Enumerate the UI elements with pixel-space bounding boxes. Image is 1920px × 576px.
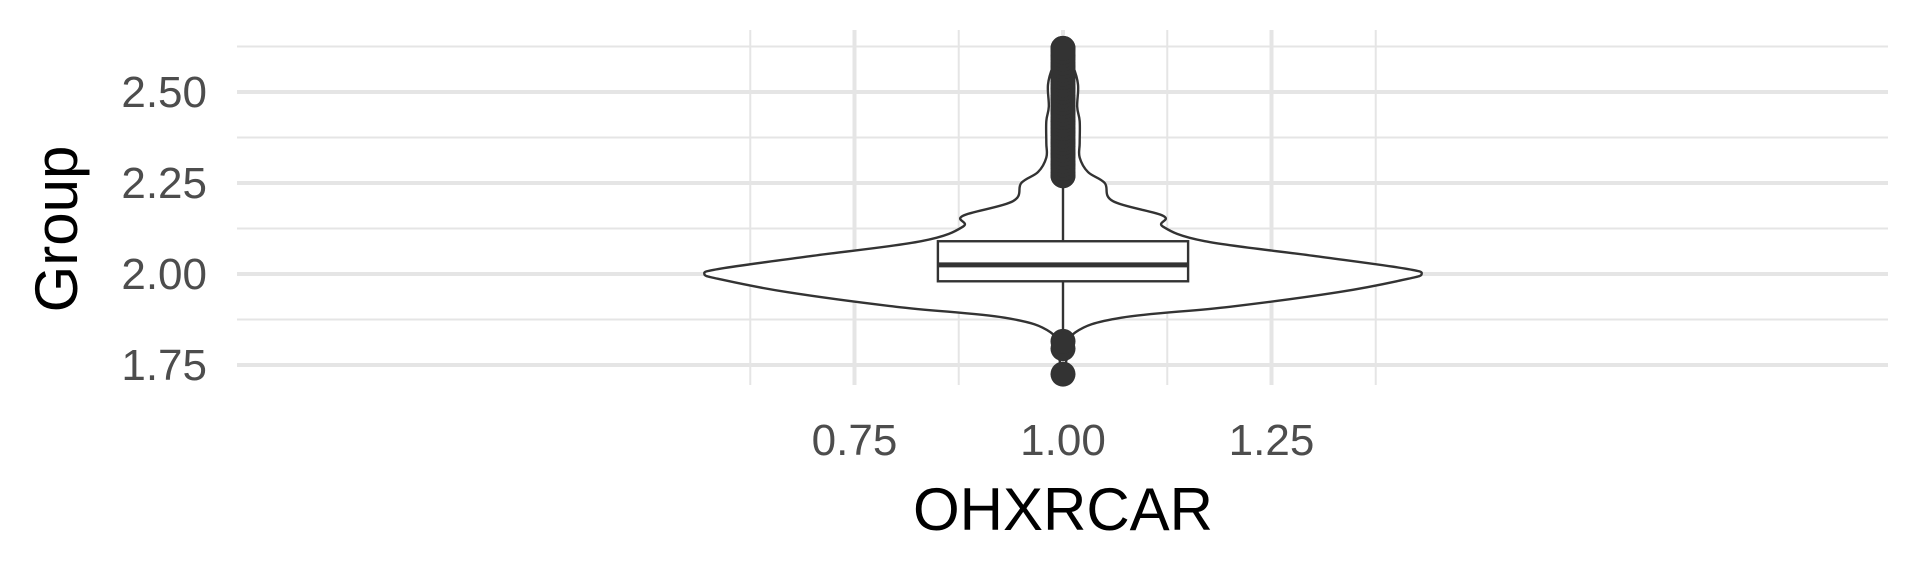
x-tick-label: 1.00 — [1020, 416, 1106, 465]
outlier-point — [1050, 361, 1076, 387]
box-iqr — [936, 240, 1190, 283]
x-tick-label: 0.75 — [812, 416, 898, 465]
y-tick-label: 1.75 — [121, 341, 207, 390]
x-tick-labels: 0.75 1.00 1.25 — [812, 416, 1315, 465]
outlier-layer — [1050, 35, 1076, 387]
y-tick-label: 2.50 — [121, 68, 207, 117]
outlier-point — [1050, 328, 1076, 354]
x-tick-label: 1.25 — [1229, 416, 1315, 465]
y-tick-labels: 1.75 2.00 2.25 2.50 — [121, 68, 207, 390]
y-tick-label: 2.25 — [121, 159, 207, 208]
y-tick-label: 2.00 — [121, 250, 207, 299]
y-axis-title: Group — [23, 146, 90, 313]
x-axis-title: OHXRCAR — [913, 476, 1213, 543]
outlier-point — [1050, 35, 1076, 61]
boxplot-layer — [936, 179, 1190, 344]
